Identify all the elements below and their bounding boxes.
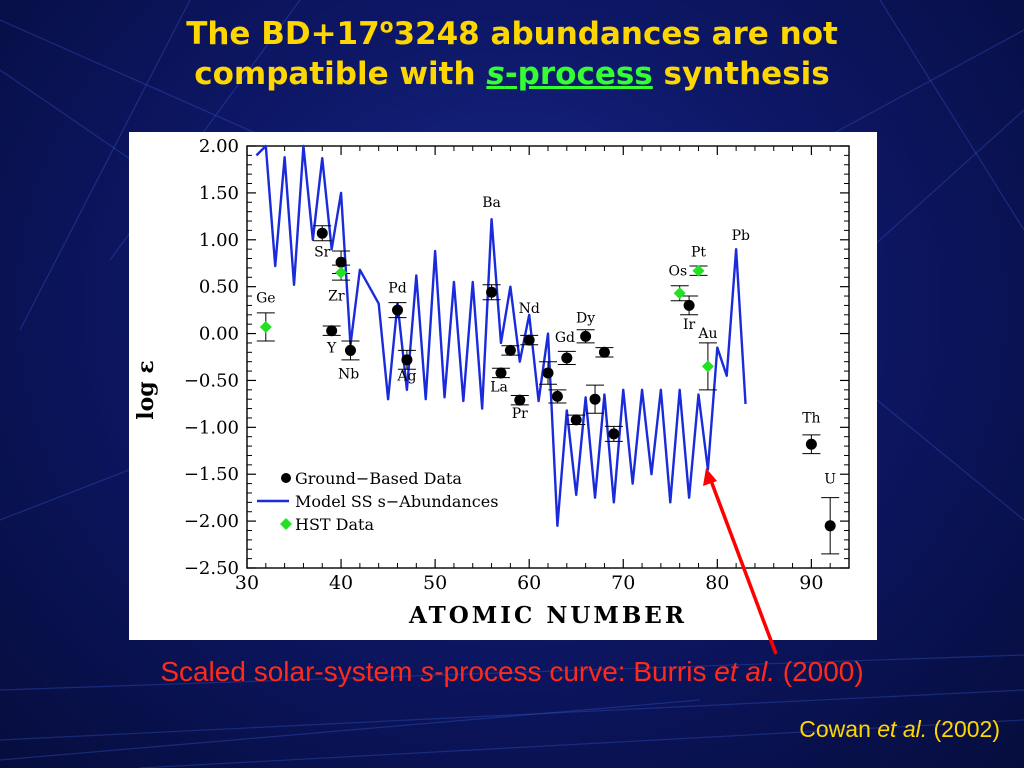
ground-data-point <box>805 438 817 450</box>
title-text: compatible with <box>194 56 487 92</box>
y-tick-label: 1.00 <box>199 230 239 251</box>
hst-data-point <box>259 320 272 333</box>
ground-data-point <box>608 428 620 440</box>
hst-data-point <box>692 264 705 277</box>
y-axis-label: log ε <box>133 360 159 419</box>
caption-et-al: et al. <box>714 656 775 687</box>
ground-data-point <box>392 304 403 316</box>
y-tick-label: 0.00 <box>199 324 239 345</box>
element-label: Pd <box>388 280 406 296</box>
caption-text: -process curve: Burris <box>434 656 715 687</box>
x-tick-label: 60 <box>517 572 541 594</box>
ground-data-point <box>824 520 836 532</box>
element-label: Nd <box>519 301 540 317</box>
credit-author: Cowan <box>799 716 878 742</box>
ground-data-point <box>542 367 554 379</box>
caption-italic-s: s <box>420 656 435 687</box>
x-tick-label: 70 <box>611 572 635 594</box>
y-tick-label: 0.50 <box>199 277 239 298</box>
x-tick-label: 90 <box>799 572 823 594</box>
element-label: Y <box>326 340 337 356</box>
element-label: Zr <box>328 289 345 305</box>
title-line-1: The BD+17o3248 abundances are not <box>0 14 1024 54</box>
legend-model-label: Model SS s−Abundances <box>295 492 498 511</box>
ground-data-point <box>401 354 413 366</box>
element-label: Th <box>802 411 820 427</box>
legend-ground-label: Ground−Based Data <box>295 469 462 488</box>
s-process-highlight: s-process <box>486 56 652 92</box>
title-text: The BD+17 <box>186 16 380 52</box>
legend-hst-label: HST Data <box>295 515 374 534</box>
abundance-chart: 30 40 50 60 70 80 90 2.00 1.50 1.00 0.50 0.00 −0.50 −… <box>133 136 850 629</box>
ground-data-point <box>326 325 338 337</box>
chart-panel: 30 40 50 60 70 80 90 2.00 1.50 1.00 0.50 0.00 −0.50 −… <box>129 132 877 640</box>
element-label: Ge <box>256 291 275 307</box>
element-label: Dy <box>576 310 595 326</box>
title-italic-s: s <box>486 56 505 92</box>
caption: Scaled solar-system s-process curve: Bur… <box>0 656 1024 688</box>
element-label: U <box>824 472 836 488</box>
ground-data-point <box>598 346 610 358</box>
element-label: Pb <box>732 228 750 244</box>
element-label: Os <box>668 263 687 279</box>
credit-year: (2002) <box>927 716 1001 742</box>
x-tick-label: 30 <box>235 572 259 594</box>
credit: Cowan et al. (2002) <box>799 716 1000 743</box>
credit-et-al: et al. <box>877 716 928 742</box>
y-tick-label: −0.50 <box>184 370 239 391</box>
legend: Ground−Based Data Model SS s−Abundances … <box>257 469 498 534</box>
model-ss-s-abundance-line <box>255 144 747 527</box>
ground-data-point <box>504 344 516 356</box>
element-label: La <box>490 380 508 396</box>
y-tick-label: −1.00 <box>184 417 239 438</box>
caption-text: Scaled solar-system <box>160 656 421 687</box>
x-tick-label: 80 <box>705 572 729 594</box>
y-tick-label: 2.00 <box>199 136 239 157</box>
x-axis-label: ATOMIC NUMBER <box>408 602 687 629</box>
element-label: Au <box>697 326 717 342</box>
ground-data-point <box>495 367 507 379</box>
element-label: Pt <box>691 245 706 261</box>
element-label: Pr <box>512 406 528 422</box>
element-label: Ba <box>482 195 501 211</box>
element-label: Gd <box>555 330 575 346</box>
y-tick-label: −2.50 <box>184 558 239 579</box>
element-label: Sr <box>314 245 331 261</box>
ground-data-point <box>486 286 498 298</box>
ground-data-point <box>589 393 601 405</box>
title-text: synthesis <box>652 56 830 92</box>
legend-ground-marker <box>281 473 291 483</box>
ground-data-point <box>551 390 563 402</box>
y-tick-label: 1.50 <box>199 183 239 204</box>
ground-data-point <box>683 299 695 311</box>
title-superscript: o <box>379 13 394 38</box>
element-label: Ag <box>396 368 416 384</box>
caption-year: (2000) <box>774 656 864 687</box>
y-tick-label: −2.00 <box>184 511 239 532</box>
hst-data-point <box>335 266 348 279</box>
ground-data-point <box>570 414 582 426</box>
y-tick-label: −1.50 <box>184 464 239 485</box>
x-tick-label: 40 <box>329 572 353 594</box>
ground-data-point <box>523 334 535 346</box>
element-label: Nb <box>338 367 359 383</box>
hst-data-point <box>701 360 714 373</box>
title-process: -process <box>504 56 653 92</box>
title-text: 3248 abundances are not <box>393 16 838 52</box>
hst-data-point <box>673 287 686 300</box>
x-tick-label: 50 <box>423 572 447 594</box>
ground-data-point <box>514 394 526 406</box>
element-label: Ir <box>683 317 696 333</box>
legend-hst-marker <box>280 518 292 530</box>
title-line-2: compatible with s-process synthesis <box>0 54 1024 94</box>
slide-title: The BD+17o3248 abundances are not compat… <box>0 14 1024 94</box>
ground-data-point <box>580 330 592 342</box>
ground-data-point <box>316 227 328 239</box>
ground-data-point <box>344 344 356 356</box>
ground-data-point <box>561 352 573 364</box>
